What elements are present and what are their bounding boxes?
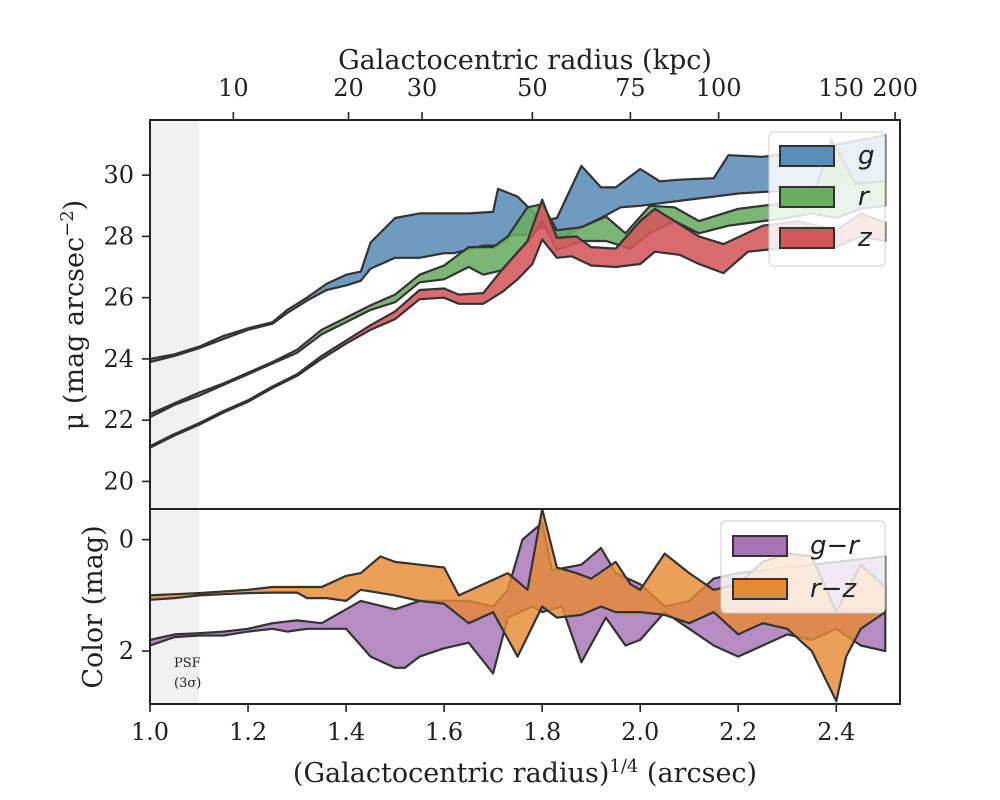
xtick-label-7: 2.4 xyxy=(817,718,855,746)
top-tick-label-7: 200 xyxy=(872,74,918,102)
sb-ytick-label-4: 28 xyxy=(103,222,134,250)
xtick-label-2: 1.4 xyxy=(327,718,365,746)
color-legend-items: g−r r−z xyxy=(732,531,861,604)
color-y-ticks: 02 xyxy=(119,526,150,665)
sb-legend-label-g: g xyxy=(858,141,875,171)
color-legend-label-0: g−r xyxy=(810,531,861,561)
x-axis-title: (Galactocentric radius)1/4 (arcsec) xyxy=(293,756,757,789)
color-legend: g−r r−z xyxy=(720,520,886,614)
color-legend-swatch-0 xyxy=(732,535,788,557)
sb-legend-swatch-g xyxy=(779,145,835,167)
xtick-label-1: 1.2 xyxy=(229,718,267,746)
top-tick-label-4: 75 xyxy=(615,74,646,102)
color-y-axis-title: Color (mag) xyxy=(78,525,109,688)
sb-y-ticks: 20 22 24 26 28 30 xyxy=(103,161,150,495)
top-tick-label-5: 100 xyxy=(696,74,742,102)
top-tick-label-6: 150 xyxy=(818,74,864,102)
top-tick-label-3: 50 xyxy=(517,74,548,102)
color-psf-shade xyxy=(150,509,200,704)
sb-top-ticks: 10 20 30 50 75 100 150 200 xyxy=(218,74,918,120)
sb-y-axis-title: μ (mag arcsec−2) xyxy=(57,200,90,430)
sb-legend-swatch-r xyxy=(779,186,835,208)
color-legend-label-1: r−z xyxy=(810,574,857,604)
sb-legend-items: grz xyxy=(779,141,875,253)
psf-label-line2: (3σ) xyxy=(174,676,201,691)
sb-ytick-label-0: 20 xyxy=(103,467,134,495)
xtick-label-4: 1.8 xyxy=(523,718,561,746)
sb-ytick-label-3: 26 xyxy=(103,284,134,312)
sb-legend-label-r: r xyxy=(858,182,871,212)
color-frame xyxy=(149,508,901,705)
sb-legend: grz xyxy=(768,131,886,267)
sb-psf-shade xyxy=(150,120,200,509)
sb-ytick-label-2: 24 xyxy=(103,345,134,373)
sb-legend-label-z: z xyxy=(857,223,873,253)
xtick-label-6: 2.2 xyxy=(719,718,757,746)
color-panel: 02 1.0 1.2 1.4 1.6 1.8 2.0 2.2 2.4 PSF (3σ) Col… xyxy=(78,507,901,789)
color-legend-swatch-1 xyxy=(732,578,788,600)
psf-label-line1: PSF xyxy=(174,656,201,671)
sb-ytick-label-5: 30 xyxy=(103,161,134,189)
xtick-label-0: 1.0 xyxy=(131,718,169,746)
top-tick-label-1: 20 xyxy=(333,74,364,102)
color-ytick-label-0: 0 xyxy=(119,526,134,554)
color-ytick-label-1: 2 xyxy=(119,637,134,665)
color-x-ticks: 1.0 1.2 1.4 1.6 1.8 2.0 2.2 2.4 xyxy=(131,704,855,746)
xtick-label-5: 2.0 xyxy=(621,718,659,746)
sb-legend-swatch-z xyxy=(779,227,835,249)
sb-panel: 20 22 24 26 28 30 10 20 30 50 75 100 150 200 Galacto… xyxy=(57,45,918,510)
top-tick-label-2: 30 xyxy=(407,74,438,102)
top-tick-label-0: 10 xyxy=(218,74,249,102)
band-sb-0 xyxy=(148,134,887,364)
sb-ytick-label-1: 22 xyxy=(103,406,134,434)
top-axis-title: Galactocentric radius (kpc) xyxy=(338,45,712,76)
xtick-label-3: 1.6 xyxy=(425,718,463,746)
